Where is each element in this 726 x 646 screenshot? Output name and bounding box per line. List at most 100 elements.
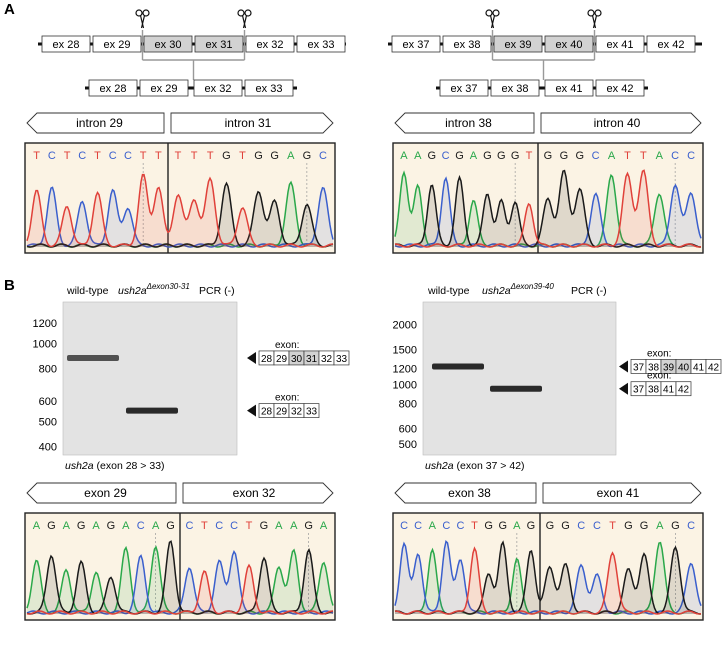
- exon-label: ex 42: [607, 83, 634, 95]
- region-label-right: exon 41: [597, 486, 640, 500]
- product-exon-label: 37: [633, 385, 645, 396]
- exon-box: [544, 79, 594, 97]
- trace-fill-a: [395, 172, 701, 247]
- base-call: A: [275, 520, 283, 532]
- scissors-handle: [244, 9, 252, 17]
- scissors-blade: [140, 15, 146, 29]
- lane-label-neg: PCR (-): [571, 285, 607, 297]
- base-call: A: [92, 520, 100, 532]
- base-call: A: [122, 520, 130, 532]
- exon-box: [92, 35, 142, 53]
- product-exon-box: [303, 403, 320, 418]
- base-call: C: [671, 150, 679, 162]
- base-call: T: [526, 150, 533, 162]
- region-arrow-left: [26, 112, 165, 134]
- exon-label: ex 41: [556, 83, 583, 95]
- gel-caption: ush2a (exon 28 > 33): [65, 460, 165, 472]
- exon-box: [139, 79, 189, 97]
- trace-c: [394, 176, 702, 248]
- exon-box: [439, 79, 489, 97]
- size-marker: 600: [39, 396, 57, 408]
- region-arrow-right: [182, 482, 334, 504]
- scissors-blade: [241, 15, 247, 29]
- scissors-handle: [492, 9, 500, 17]
- exon-label: ex 39: [505, 39, 532, 51]
- exon-deletion-diagram-right: ex 37 ex 38 ex 39 ex 40 ex 41 ex 42 ex 37 ex 38…: [388, 9, 702, 97]
- exon-box: [88, 79, 138, 97]
- base-call: T: [609, 520, 616, 532]
- base-call: C: [124, 150, 132, 162]
- base-call: G: [546, 520, 555, 532]
- base-call: A: [287, 150, 295, 162]
- base-call: G: [222, 150, 231, 162]
- product-exon-label: 32: [321, 354, 333, 365]
- base-call: T: [175, 150, 182, 162]
- gel-caption: ush2a (exon 37 > 42): [425, 460, 525, 472]
- base-call: A: [429, 520, 437, 532]
- base-call: C: [687, 520, 695, 532]
- exon-label: ex 28: [53, 39, 80, 51]
- trace-fill-g: [395, 542, 701, 614]
- trace-fill-c: [395, 178, 701, 247]
- base-call: A: [656, 520, 664, 532]
- base-call: G: [624, 520, 633, 532]
- product-exon-label: 28: [261, 407, 273, 418]
- exon-box: [245, 35, 295, 53]
- chromatogram-intron-junction-left: intron 29 intron 31T C T C T C C T T T T T G T G G A G C: [24, 112, 336, 254]
- base-call: A: [608, 150, 616, 162]
- trace-fill-t: [27, 174, 333, 247]
- base-call: G: [640, 520, 649, 532]
- region-label-right: intron 40: [594, 116, 641, 130]
- product-exon-label: 42: [678, 385, 690, 396]
- base-call: G: [511, 150, 520, 162]
- base-call: G: [77, 520, 86, 532]
- base-call: G: [427, 150, 436, 162]
- size-marker: 600: [399, 423, 417, 435]
- gel-image: [422, 301, 617, 456]
- scissors-blade: [242, 15, 248, 29]
- product-exon-label: 42: [708, 362, 720, 373]
- base-call: G: [575, 150, 584, 162]
- product-label: exon:: [647, 371, 671, 382]
- lane-label-neg: PCR (-): [199, 285, 235, 297]
- scissors-blade: [489, 15, 495, 29]
- base-call: G: [260, 520, 269, 532]
- gel-band: [126, 407, 178, 414]
- exon-label: ex 38: [502, 83, 529, 95]
- exon-label: ex 29: [151, 83, 178, 95]
- base-call: C: [577, 520, 585, 532]
- caption-text: (exon 28 > 33): [94, 460, 165, 472]
- lane-label-mutant: ush2aΔexon30-31: [118, 282, 190, 297]
- region-arrow-right: [170, 112, 334, 134]
- base-call: A: [470, 150, 478, 162]
- base-call: G: [455, 150, 464, 162]
- base-call: T: [239, 150, 246, 162]
- base-call: C: [592, 150, 600, 162]
- base-call: G: [107, 520, 116, 532]
- base-call: G: [303, 150, 312, 162]
- band-arrow-icon: [619, 382, 628, 395]
- caption-text: (exon 37 > 42): [454, 460, 525, 472]
- chromatogram-exon-junction-left: exon 29 exon 32A G A G A G A C A G C T C C T G A A G A: [24, 482, 336, 621]
- exon-box: [391, 35, 441, 53]
- scissors-blade: [490, 15, 496, 29]
- region-arrow-right: [542, 482, 702, 504]
- base-call: C: [78, 150, 86, 162]
- product-exon-label: 31: [306, 354, 318, 365]
- scissors-handle: [587, 9, 595, 17]
- gel-image: [62, 301, 238, 456]
- lane-label-wt: wild-type: [66, 285, 109, 297]
- base-call: G: [561, 520, 570, 532]
- gene-name: ush2a: [425, 460, 454, 472]
- trace-g: [394, 169, 702, 248]
- base-call: A: [414, 150, 422, 162]
- base-call: C: [442, 150, 450, 162]
- base-call: G: [671, 520, 680, 532]
- base-call: A: [320, 520, 328, 532]
- region-label-right: exon 32: [233, 486, 276, 500]
- gel-band: [67, 354, 119, 361]
- base-call: C: [137, 520, 145, 532]
- base-call: T: [155, 150, 162, 162]
- product-exon-label: 33: [336, 354, 348, 365]
- product-exon-label: 29: [276, 407, 288, 418]
